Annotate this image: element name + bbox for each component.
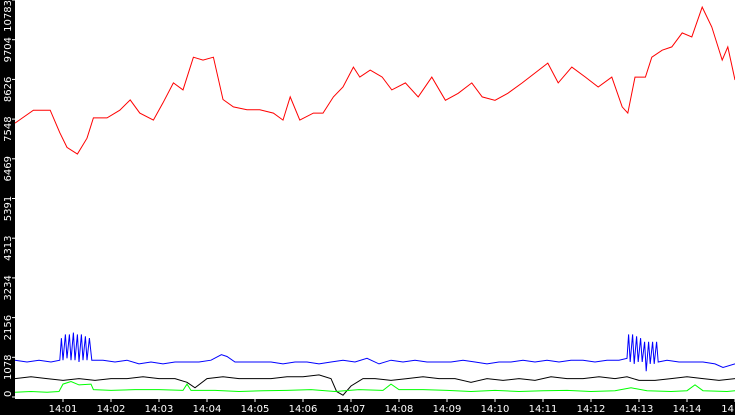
series-group — [14, 5, 735, 396]
x-tick-label: 14:14 — [673, 404, 702, 415]
y-tick-label: 1078 — [3, 355, 14, 380]
y-tick-label: 3234 — [3, 275, 14, 300]
x-axis-bar — [0, 399, 735, 415]
x-tick-label: 14:08 — [385, 404, 414, 415]
y-tick-label: 10783 — [3, 0, 14, 32]
x-axis: 14:01 14:02 14:03 14:04 14:05 14:06 14:07 14:08… — [49, 397, 735, 415]
x-tick-label: 14:10 — [481, 404, 510, 415]
y-tick-label: 5391 — [3, 196, 14, 221]
y-tick-label: 0 — [3, 391, 14, 397]
y-tick-label: 9704 — [3, 37, 14, 62]
x-tick-label: 14:01 — [49, 404, 78, 415]
y-tick-label: 6469 — [3, 156, 14, 181]
y-tick-label: 2156 — [3, 315, 14, 340]
x-tick-label: 14:11 — [529, 404, 558, 415]
x-tick-label: 14 — [721, 404, 734, 415]
x-tick-label: 14:02 — [97, 404, 126, 415]
x-tick-label: 14:06 — [289, 404, 318, 415]
x-tick-label: 14:13 — [625, 404, 654, 415]
y-tick-label: 7548 — [3, 116, 14, 141]
series-line-2 — [14, 374, 735, 396]
x-tick-label: 14:04 — [193, 404, 222, 415]
y-axis: 0 1078 2156 3234 4313 5391 6469 7548 8626 9704 107… — [3, 0, 17, 398]
x-tick-label: 14:07 — [337, 404, 366, 415]
y-tick-label: 8626 — [3, 77, 14, 102]
x-tick-label: 14:03 — [145, 404, 174, 415]
y-axis-bar — [0, 0, 15, 415]
series-line-0 — [14, 5, 735, 155]
x-tick-label: 14:09 — [433, 404, 462, 415]
series-line-3 — [14, 380, 735, 393]
y-tick-label: 4313 — [3, 235, 14, 260]
x-tick-label: 14:12 — [577, 404, 606, 415]
x-tick-label: 14:05 — [241, 404, 270, 415]
series-line-1 — [14, 332, 735, 372]
